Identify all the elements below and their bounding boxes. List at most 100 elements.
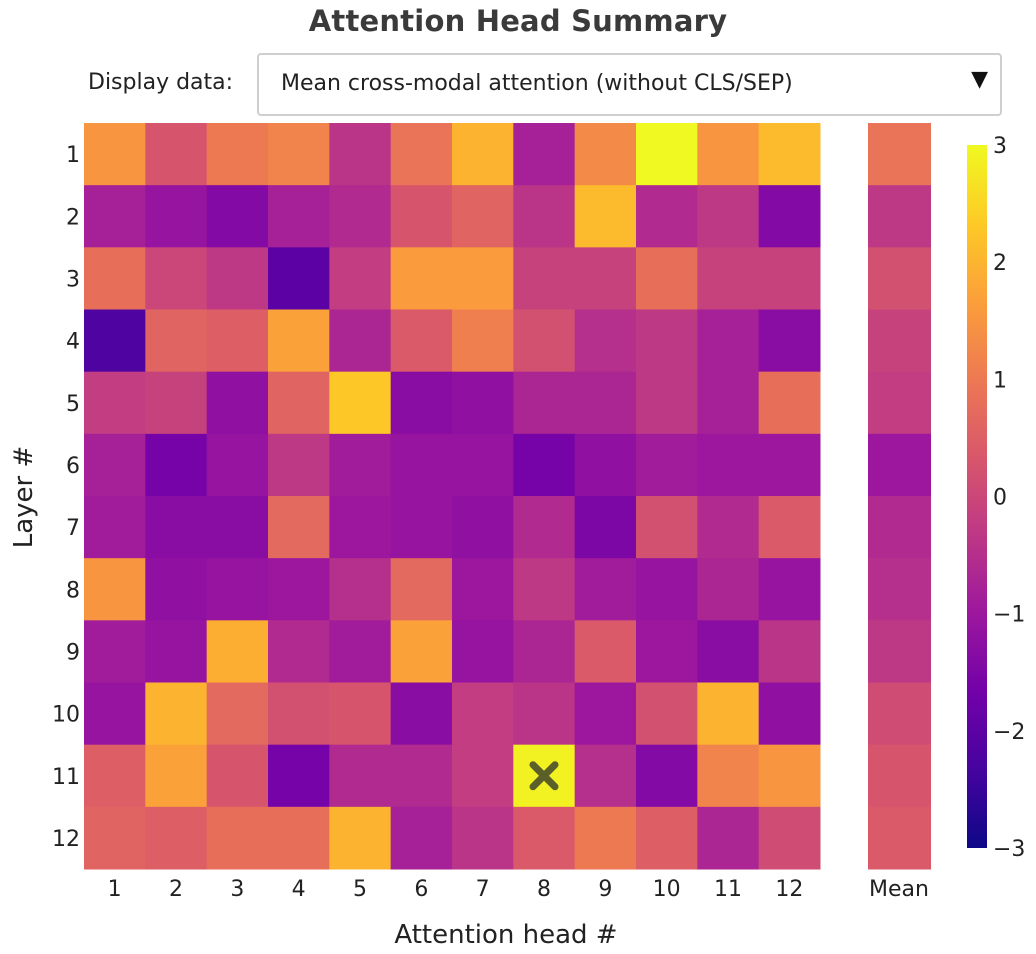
heatmap-cell (268, 309, 330, 373)
heatmap-cell (636, 744, 698, 808)
heatmap-cell (84, 744, 146, 808)
heatmap-cell (452, 123, 514, 186)
heatmap-cell (452, 247, 514, 310)
heatmap-cell (697, 496, 760, 559)
y-tick-label: 6 (66, 454, 80, 479)
heatmap-cell (452, 682, 514, 746)
y-tick-label: 12 (52, 827, 80, 852)
heatmap-cell (758, 558, 821, 621)
heatmap-cell (452, 371, 514, 435)
mean-cell (868, 185, 931, 248)
heatmap-cell (574, 309, 637, 373)
heatmap-cell (206, 806, 269, 870)
heatmap-cell (697, 433, 760, 497)
x-tick-label: 7 (476, 877, 490, 902)
heatmap-cell (513, 185, 576, 248)
heatmap-cell (574, 558, 637, 621)
y-tick-label: 8 (66, 578, 80, 603)
heatmap-cell (84, 620, 146, 683)
heatmap-cell (145, 806, 208, 870)
heatmap-cell (268, 123, 330, 186)
heatmap-cell (452, 620, 514, 683)
heatmap-cell (145, 123, 208, 186)
heatmap-cell (390, 123, 453, 186)
heatmap-cell (574, 433, 637, 497)
heatmap-cell (513, 123, 576, 186)
heatmap-cell (206, 433, 269, 497)
heatmap-cell (697, 185, 760, 248)
heatmap-cell (329, 309, 392, 373)
heatmap-cell (268, 558, 330, 621)
mean-cell (868, 496, 931, 559)
heatmap-cell (636, 496, 698, 559)
heatmap-cell (329, 496, 392, 559)
heatmap-cell (697, 744, 760, 808)
x-tick-label: 4 (292, 877, 306, 902)
colorbar-tick-label: 2 (993, 251, 1007, 276)
x-tick-label: 10 (653, 877, 681, 902)
heatmap-cell (84, 682, 146, 746)
heatmap-cell (145, 309, 208, 373)
x-tick-label: 2 (169, 877, 183, 902)
heatmap-cell (206, 185, 269, 248)
heatmap-cell (84, 806, 146, 870)
display-data-dropdown[interactable]: Mean cross-modal attention (without CLS/… (257, 53, 1002, 116)
heatmap-cell (758, 247, 821, 310)
heatmap-cell (84, 123, 146, 186)
heatmap-cell (145, 433, 208, 497)
heatmap-cell (268, 247, 330, 310)
mean-cell (868, 371, 931, 435)
x-tick-labels: 1 2 3 4 5 6 7 8 9 10 11 12 (108, 877, 804, 902)
heatmap-cell (697, 806, 760, 870)
heatmap-cell (84, 496, 146, 559)
y-axis-label: Layer # (9, 446, 39, 549)
heatmap-cell (513, 806, 576, 870)
heatmap-cell (513, 558, 576, 621)
heatmap-cell (390, 309, 453, 373)
heatmap-cell (145, 620, 208, 683)
heatmap-cell (145, 744, 208, 808)
heatmap-cell (636, 309, 698, 373)
heatmap-cell (329, 558, 392, 621)
heatmap-cell (84, 433, 146, 497)
heatmap-cell (329, 744, 392, 808)
heatmap-cell (574, 744, 637, 808)
y-tick-label: 5 (66, 392, 80, 417)
heatmap-cell (513, 682, 576, 746)
heatmap-cell (329, 247, 392, 310)
heatmap-cell (574, 496, 637, 559)
heatmap-cell (697, 558, 760, 621)
mean-column-label: Mean (869, 877, 929, 902)
heatmap-cell (268, 682, 330, 746)
heatmap-cell (145, 185, 208, 248)
mean-cell (868, 682, 931, 746)
colorbar-tick-label: 0 (993, 486, 1007, 511)
heatmap-cell (513, 371, 576, 435)
y-tick-label: 11 (52, 765, 80, 790)
heatmap-cell (574, 123, 637, 186)
heatmap-cell (268, 620, 330, 683)
mean-cell (868, 433, 931, 497)
heatmap-cell (452, 558, 514, 621)
mean-cell (868, 558, 931, 621)
heatmap-cell (145, 247, 208, 310)
heatmap-cell (268, 496, 330, 559)
heatmap-cell (452, 433, 514, 497)
colorbar-tick-labels: 3 2 1 0 −1 −2 −3 (993, 134, 1025, 862)
heatmap-cell (268, 806, 330, 870)
y-tick-label: 10 (52, 703, 80, 728)
heatmap-cell (636, 558, 698, 621)
mean-cell (868, 620, 931, 683)
caret-down-icon: ▼ (971, 67, 988, 92)
x-tick-label: 9 (598, 877, 612, 902)
heatmap-cell (145, 558, 208, 621)
heatmap-cell (452, 185, 514, 248)
heatmap-cell (452, 806, 514, 870)
heatmap-cell (390, 496, 453, 559)
heatmap-cell (268, 185, 330, 248)
heatmap-cell (758, 496, 821, 559)
heatmap-cell (206, 496, 269, 559)
colorbar-tick-label: −2 (993, 720, 1025, 745)
heatmap-cell (145, 682, 208, 746)
